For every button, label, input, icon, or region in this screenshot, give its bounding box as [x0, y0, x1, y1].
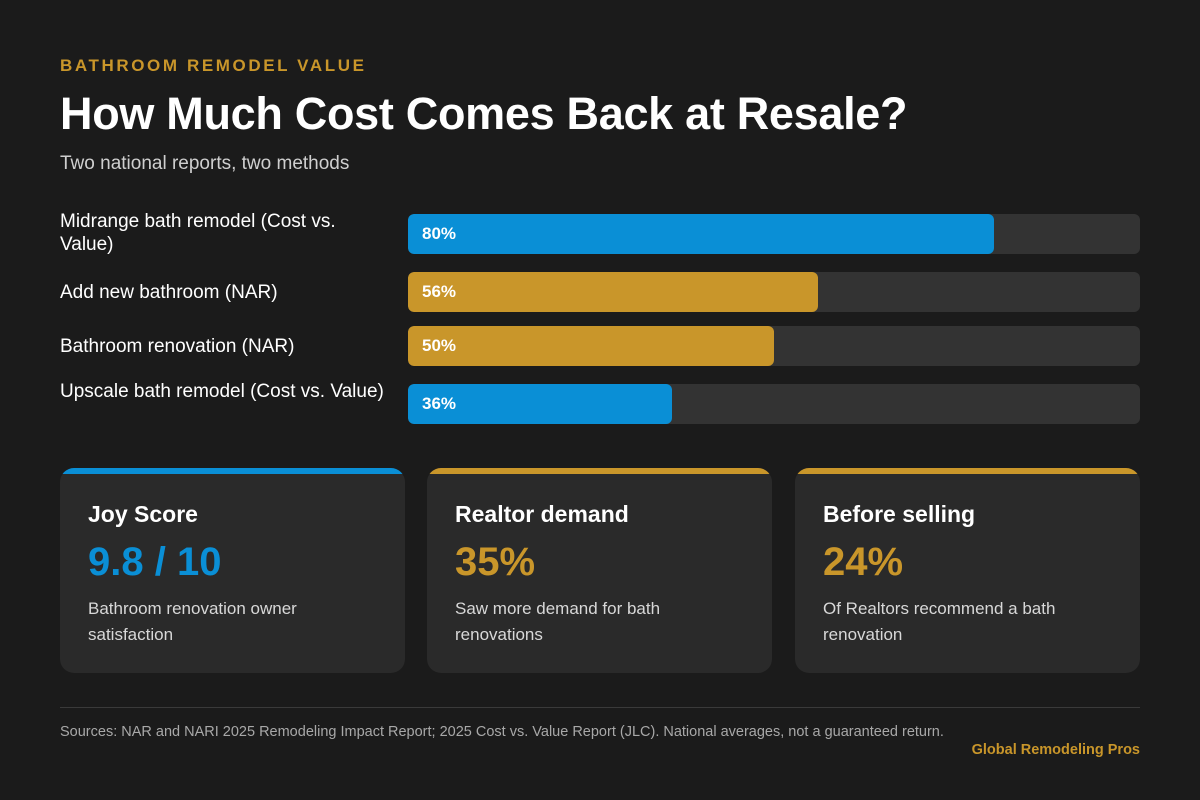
page-subtitle: Two national reports, two methods	[60, 153, 350, 174]
brand-name: Global Remodeling Pros	[971, 742, 1140, 758]
bar	[408, 384, 672, 424]
bar-value-label: 50%	[422, 336, 457, 355]
card-title: Realtor demand	[455, 501, 629, 527]
eyebrow-label: BATHROOM REMODEL VALUE	[60, 56, 367, 75]
bar-category-label: Midrange bath remodel (Cost vs. Value)	[60, 211, 336, 255]
bar-category-label: Bathroom renovation (NAR)	[60, 336, 295, 357]
bar-track: 56%	[408, 272, 1140, 312]
card-title: Before selling	[823, 501, 976, 527]
bar-track: 36%	[408, 384, 1140, 424]
bar-value-label: 56%	[422, 282, 457, 301]
card-description: Of Realtors recommend a bath renovation	[823, 599, 1056, 644]
card-value: 35%	[455, 540, 536, 584]
card-value: 24%	[823, 540, 904, 584]
stat-card-before-selling: Before selling 24% Of Realtors recommend…	[795, 468, 1140, 673]
card-description: Saw more demand for bath renovations	[455, 599, 661, 644]
bar-category-label: Add new bathroom (NAR)	[60, 282, 278, 303]
bar	[408, 272, 818, 312]
card-accent-bar	[795, 468, 1140, 474]
bar-track: 80%	[408, 214, 1140, 254]
card-description: Bathroom renovation owner satisfaction	[88, 599, 297, 644]
bar-track: 50%	[408, 326, 1140, 366]
stat-card-joy-score: Joy Score 9.8 / 10 Bathroom renovation o…	[60, 468, 405, 673]
bar	[408, 326, 774, 366]
card-accent-bar	[427, 468, 772, 474]
stat-card-realtor-demand: Realtor demand 35% Saw more demand for b…	[427, 468, 772, 673]
bar-category-label: Upscale bath remodel (Cost vs. Value)	[60, 381, 384, 402]
card-value: 9.8 / 10	[88, 540, 222, 584]
bar	[408, 214, 994, 254]
footer-divider	[60, 707, 1140, 708]
bar-value-label: 80%	[422, 224, 457, 243]
page-title: How Much Cost Comes Back at Resale?	[60, 88, 908, 139]
sources-note: Sources: NAR and NARI 2025 Remodeling Im…	[60, 724, 944, 740]
stat-cards: Joy Score 9.8 / 10 Bathroom renovation o…	[60, 468, 1140, 673]
bar-value-label: 36%	[422, 394, 457, 413]
card-accent-bar	[60, 468, 405, 474]
card-title: Joy Score	[88, 501, 198, 527]
